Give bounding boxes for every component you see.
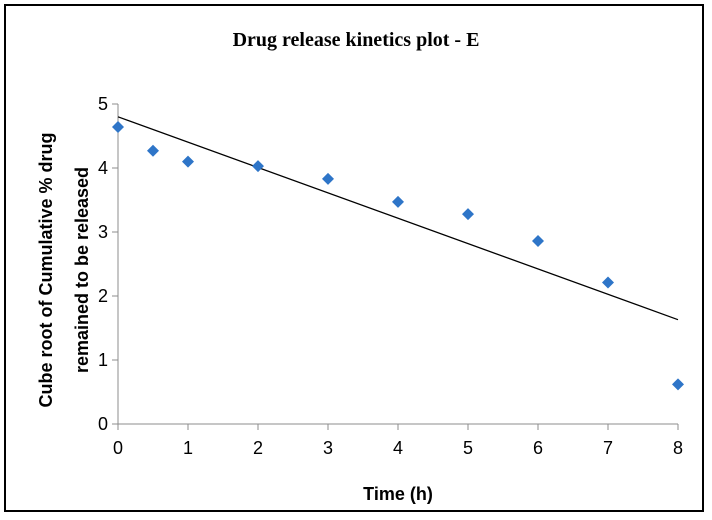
y-tick-label: 4	[98, 158, 108, 178]
trendline-group	[117, 116, 679, 321]
x-tick-label: 1	[183, 438, 193, 458]
y-axis-label: Cube root of Cumulative % drug remained …	[36, 132, 92, 407]
y-axis-label-line1: Cube root of Cumulative % drug	[36, 132, 56, 407]
x-tick-label: 5	[463, 438, 473, 458]
tick-labels: 0 1 2 3 4 5 0 1 2 3 4 5 6 7 8	[98, 94, 683, 458]
x-tick-label: 3	[323, 438, 333, 458]
x-tick-label: 2	[253, 438, 263, 458]
y-tick-label: 3	[98, 222, 108, 242]
data-point	[532, 234, 544, 247]
x-axis-label: Time (h)	[363, 484, 433, 504]
y-axis-label-line2: remained to be released	[72, 167, 92, 373]
chart-title: Drug release kinetics plot - E	[233, 29, 480, 51]
y-tick-label: 1	[98, 350, 108, 370]
x-tick-label: 0	[113, 438, 123, 458]
data-point	[462, 208, 474, 221]
x-tick-label: 7	[603, 438, 613, 458]
x-tick-label: 6	[533, 438, 543, 458]
trendline	[117, 116, 679, 321]
x-tick-label: 8	[673, 438, 683, 458]
data-point	[672, 378, 684, 391]
y-tick-label: 2	[98, 286, 108, 306]
data-point	[112, 121, 124, 134]
data-point	[602, 276, 614, 289]
y-tick-label: 0	[98, 414, 108, 434]
x-tick-label: 4	[393, 438, 403, 458]
axes	[112, 103, 679, 430]
data-point	[252, 160, 264, 173]
chart-frame	[4, 4, 704, 512]
data-point	[147, 144, 159, 157]
data-point	[392, 195, 404, 208]
y-tick-label: 5	[98, 94, 108, 114]
data-point	[182, 155, 194, 168]
data-point	[322, 172, 334, 185]
data-points	[112, 121, 684, 391]
